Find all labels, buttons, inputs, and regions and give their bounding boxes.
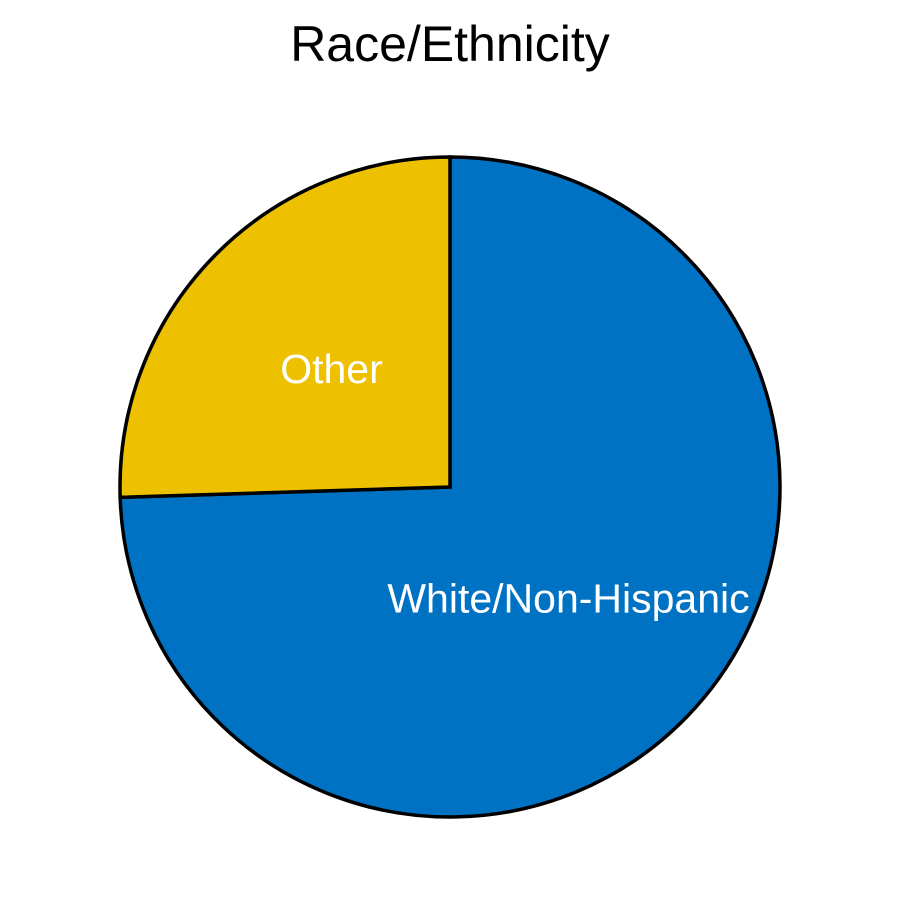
slice-label-other: Other (280, 346, 383, 392)
pie-slice-other (118, 155, 452, 500)
chart-title: Race/Ethnicity (290, 16, 610, 72)
pie-labels: White/Non-Hispanic Other (280, 346, 749, 622)
pie-slices (118, 155, 782, 819)
slice-label-white-non-hispanic: White/Non-Hispanic (387, 576, 749, 622)
